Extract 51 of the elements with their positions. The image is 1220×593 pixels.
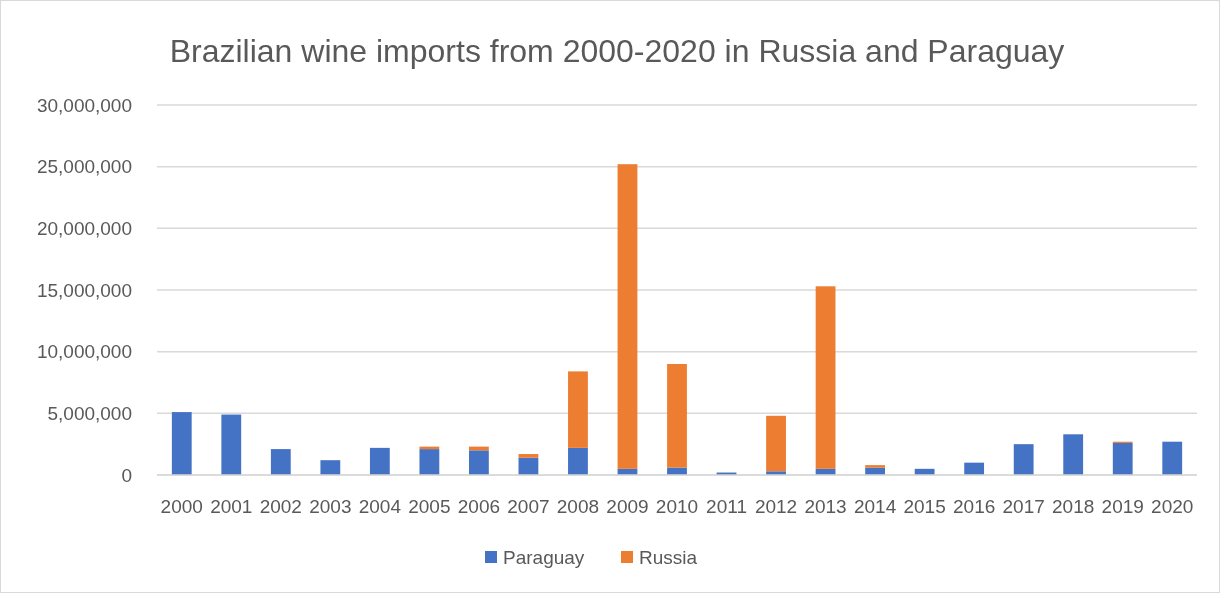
y-tick-label: 20,000,000 bbox=[36, 217, 132, 239]
bar bbox=[667, 364, 687, 468]
bar bbox=[1162, 441, 1183, 475]
x-tick-label: 2009 bbox=[606, 496, 649, 517]
x-tick-label: 2014 bbox=[853, 496, 897, 517]
x-tick-label: 2000 bbox=[160, 496, 203, 517]
bar bbox=[369, 447, 390, 475]
bar bbox=[964, 462, 985, 475]
x-tick-label: 2007 bbox=[507, 496, 550, 517]
x-tick-label: 2013 bbox=[804, 496, 847, 517]
x-tick-label: 2012 bbox=[754, 496, 798, 517]
x-tick-label: 2010 bbox=[655, 496, 699, 517]
x-tick-label: 2001 bbox=[210, 496, 253, 517]
y-tick-label: 25,000,000 bbox=[36, 156, 132, 178]
bar bbox=[221, 414, 242, 475]
y-tick-label: 30,000,000 bbox=[36, 94, 132, 116]
x-tick-label: 2019 bbox=[1101, 496, 1144, 517]
x-tick-label: 2011 bbox=[706, 496, 747, 517]
bar bbox=[419, 449, 440, 475]
x-tick-label: 2020 bbox=[1151, 496, 1194, 517]
bar bbox=[1112, 442, 1133, 475]
bar bbox=[766, 415, 786, 472]
bar bbox=[617, 164, 638, 469]
bar bbox=[568, 371, 588, 448]
x-tick-label: 2018 bbox=[1052, 496, 1095, 517]
y-tick-label: 5,000,000 bbox=[47, 402, 132, 424]
x-tick-label: 2006 bbox=[457, 496, 501, 517]
legend-label: Paraguay bbox=[503, 546, 585, 568]
x-tick-label: 2016 bbox=[953, 496, 996, 517]
bar bbox=[815, 286, 836, 469]
legend-label: Russia bbox=[639, 546, 698, 568]
x-tick-label: 2008 bbox=[556, 496, 600, 517]
x-tick-label: 2004 bbox=[358, 496, 402, 517]
bar bbox=[518, 454, 539, 458]
bar bbox=[320, 460, 341, 475]
y-tick-label: 0 bbox=[121, 464, 132, 486]
x-tick-label: 2003 bbox=[309, 496, 352, 517]
bar bbox=[865, 465, 885, 468]
x-tick-label: 2015 bbox=[903, 496, 946, 517]
bar bbox=[270, 449, 291, 475]
y-tick-label: 10,000,000 bbox=[36, 341, 132, 363]
bar bbox=[171, 412, 192, 475]
bar bbox=[568, 447, 588, 475]
x-tick-label: 2002 bbox=[259, 496, 302, 517]
bar bbox=[1013, 444, 1034, 475]
y-tick-label: 15,000,000 bbox=[36, 279, 132, 301]
chart-title: Brazilian wine imports from 2000-2020 in Russia and Paraguay bbox=[169, 33, 1065, 69]
x-tick-label: 2005 bbox=[408, 496, 451, 517]
bar bbox=[469, 450, 489, 475]
x-tick-label: 2017 bbox=[1002, 496, 1045, 517]
bar bbox=[1063, 434, 1084, 475]
